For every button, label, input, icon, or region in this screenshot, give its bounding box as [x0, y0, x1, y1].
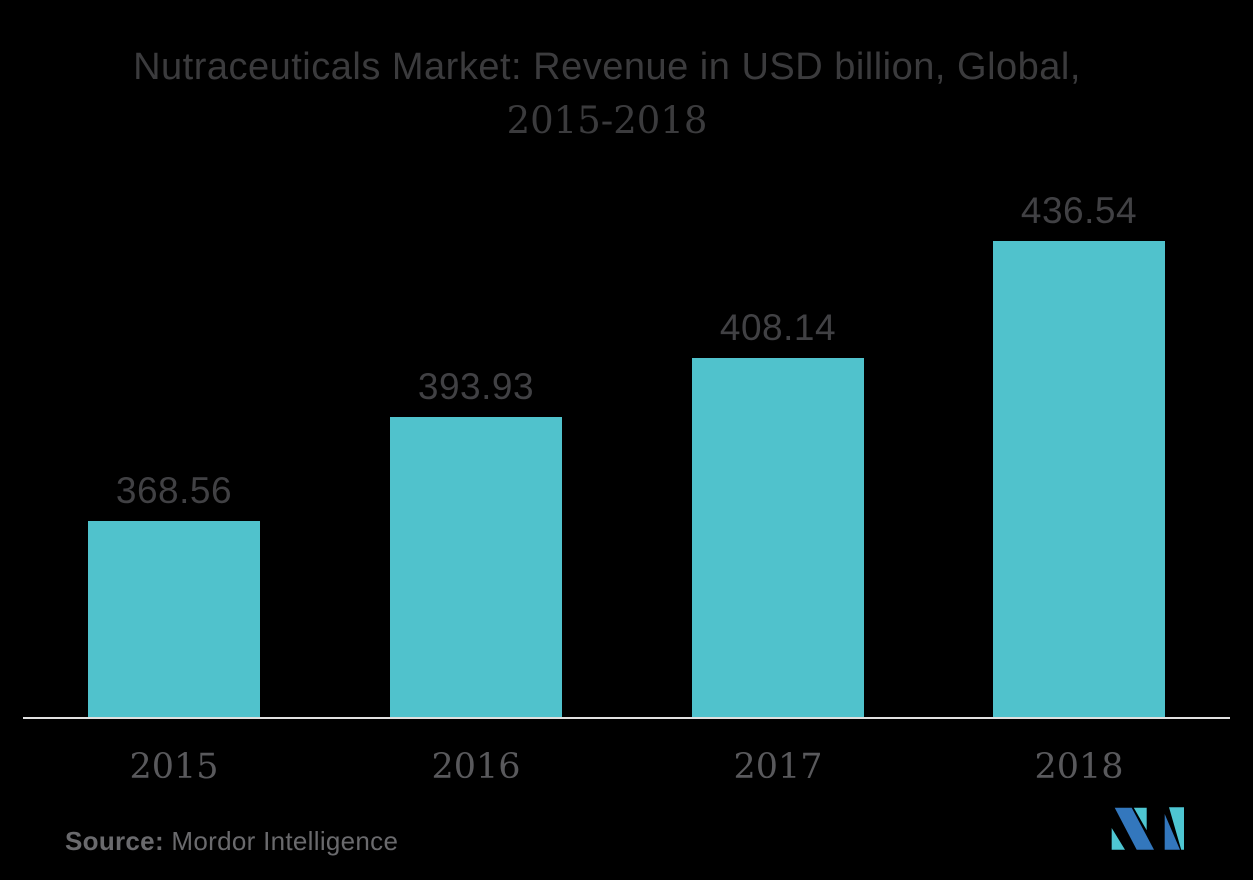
bar-value-label-2017: 408.14	[719, 307, 837, 348]
bar-group-2015: 368.56 2015	[88, 470, 260, 785]
x-axis-label-2016: 2016	[431, 747, 521, 787]
x-axis-line	[23, 717, 1230, 719]
bar-group-2018: 436.54 2018	[993, 190, 1165, 785]
bar-value-label-2015: 368.56	[115, 470, 233, 511]
x-axis-label-2015: 2015	[129, 747, 219, 787]
source-label: Source:	[65, 826, 164, 856]
source-note: Source: Mordor Intelligence	[65, 828, 398, 854]
logo-left-bottom-teal-triangle-shape	[1111, 828, 1125, 850]
bar-group-2016: 393.93 2016	[390, 366, 562, 785]
chart-title-line2: 2015-2018	[506, 99, 708, 142]
source-name: Mordor Intelligence	[163, 826, 399, 856]
logo-left-blue-stroke-shape	[1114, 807, 1154, 850]
bar-2018	[993, 241, 1165, 717]
x-axis-label-2018: 2018	[1034, 747, 1124, 787]
bar-2017	[692, 358, 864, 717]
chart-title-line1: Nutraceuticals Market: Revenue in USD bi…	[133, 46, 1081, 88]
bar-2015	[88, 521, 260, 717]
logo-right-teal-stroke-shape	[1169, 807, 1184, 850]
bar-value-label-2016: 393.93	[417, 366, 535, 407]
logo-left-top-teal-triangle-shape	[1133, 807, 1147, 831]
chart-title: Nutraceuticals Market: Revenue in USD bi…	[0, 48, 1214, 139]
mordor-intelligence-logo	[1111, 807, 1184, 850]
bar-value-label-2018: 436.54	[1020, 190, 1138, 231]
bar-group-2017: 408.14 2017	[692, 307, 864, 785]
x-axis-label-2017: 2017	[733, 747, 823, 787]
bar-2016	[390, 417, 562, 717]
